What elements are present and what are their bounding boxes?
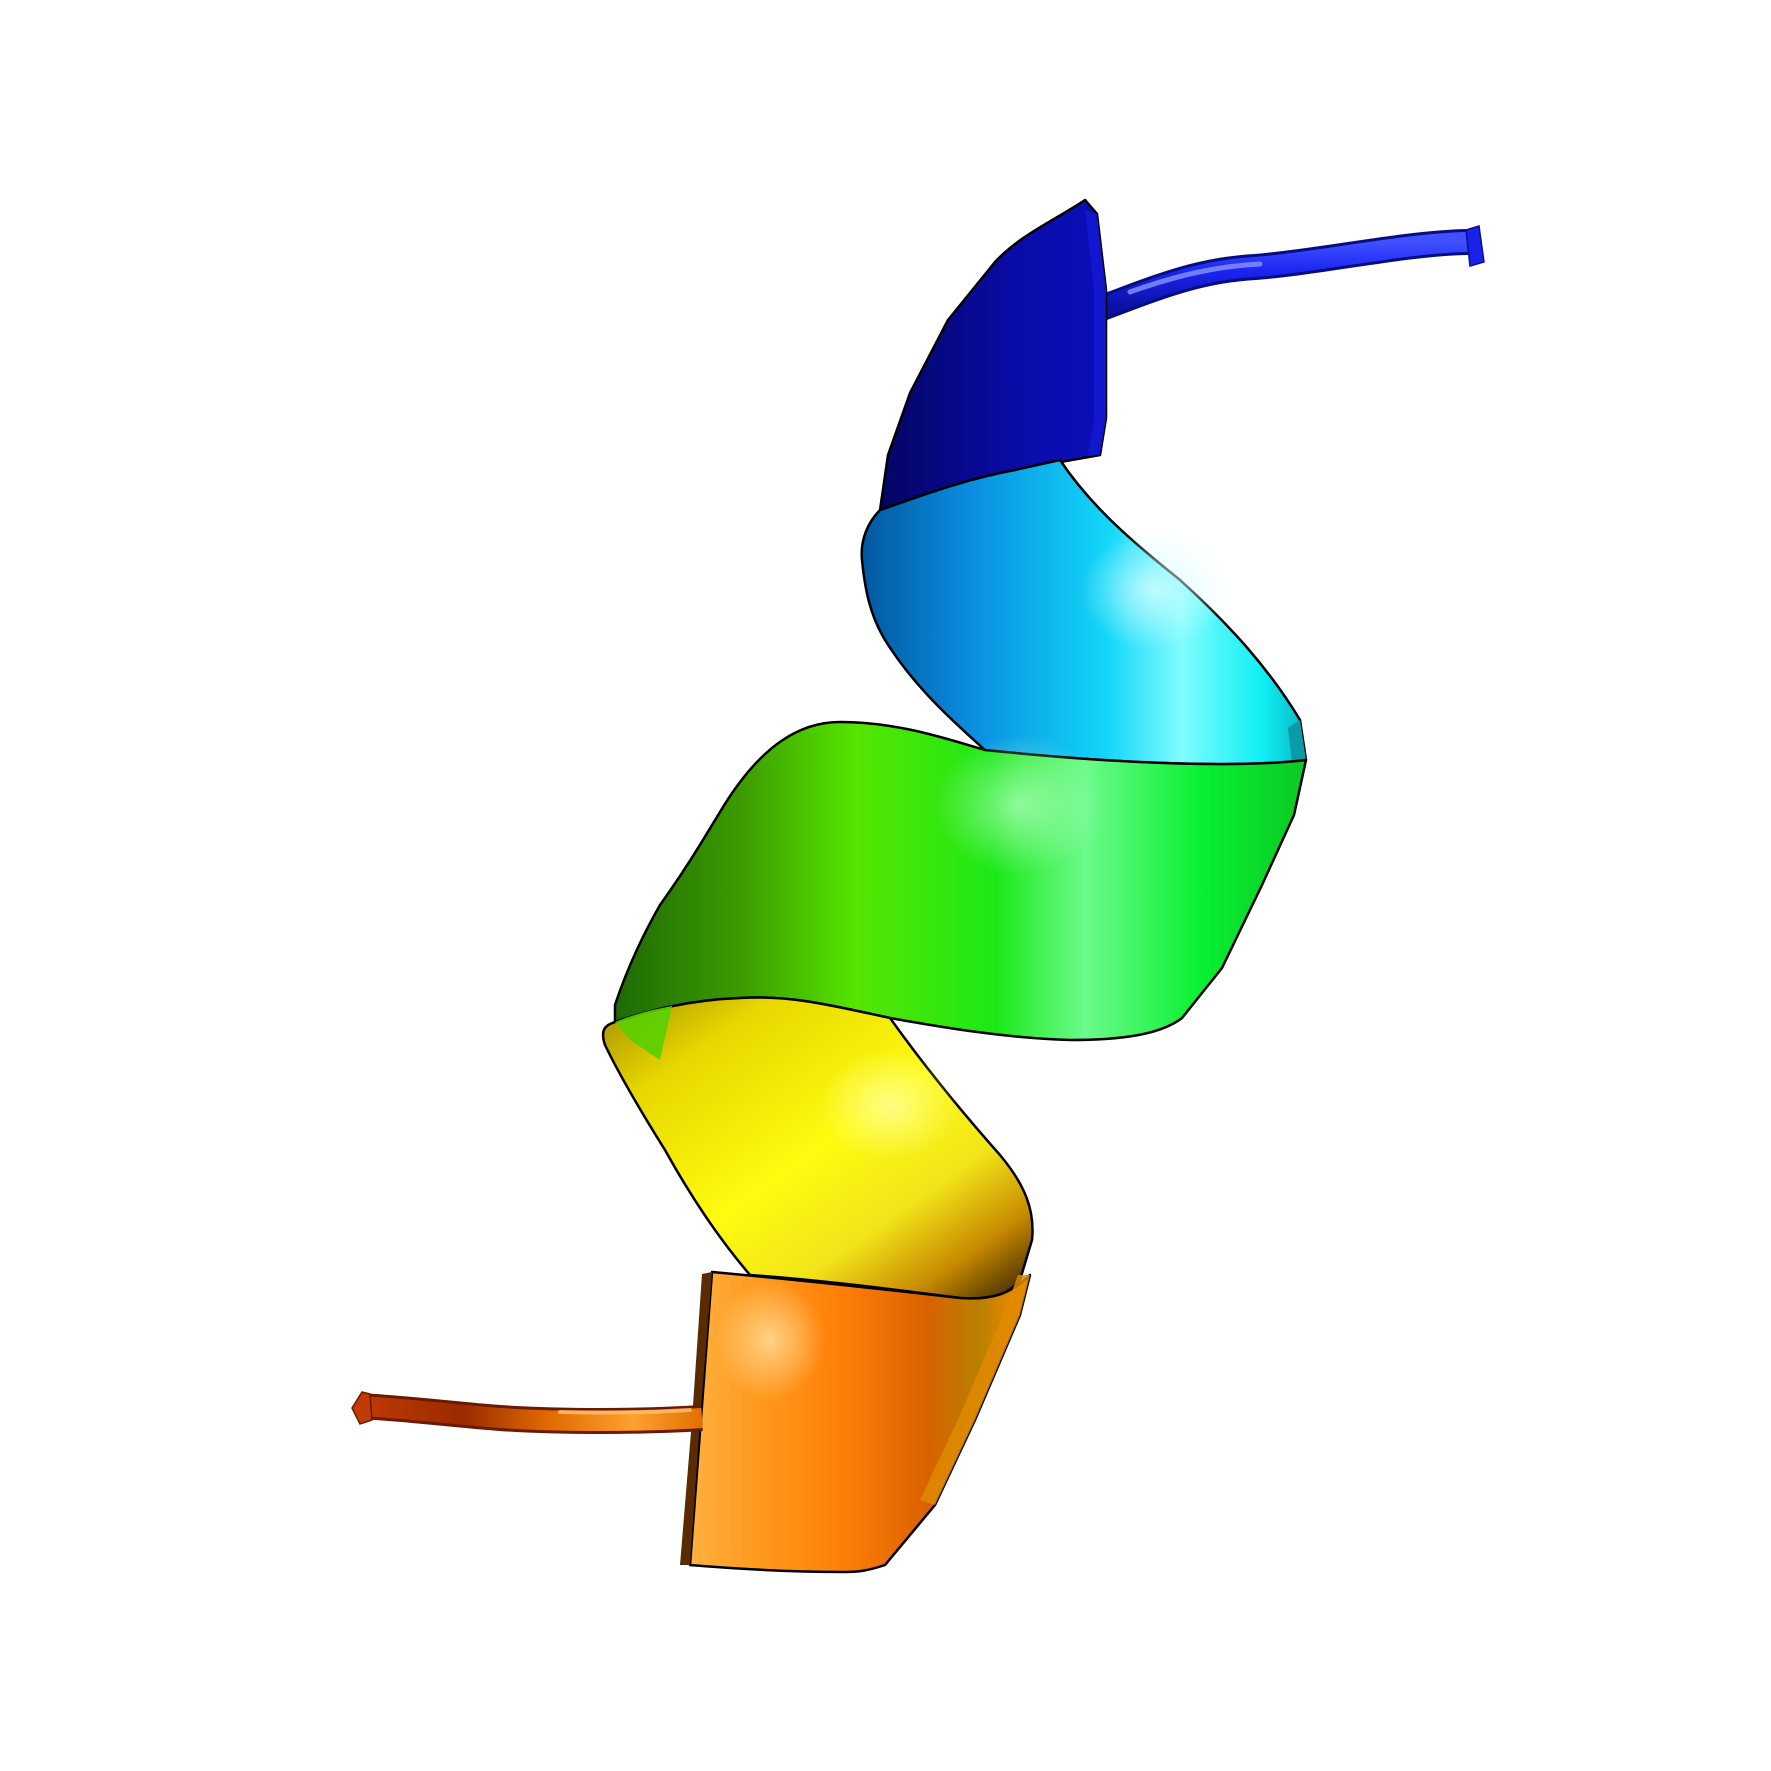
helix-segment-yellow xyxy=(601,996,1034,1301)
c-terminal-coil xyxy=(351,1391,703,1434)
helix-segment-blue xyxy=(878,198,1108,512)
helix-segment-azure xyxy=(860,458,1308,766)
helix-segment-orange xyxy=(680,1270,1032,1574)
helix-segment-green xyxy=(613,720,1308,1042)
n-terminal-coil xyxy=(1097,225,1485,321)
